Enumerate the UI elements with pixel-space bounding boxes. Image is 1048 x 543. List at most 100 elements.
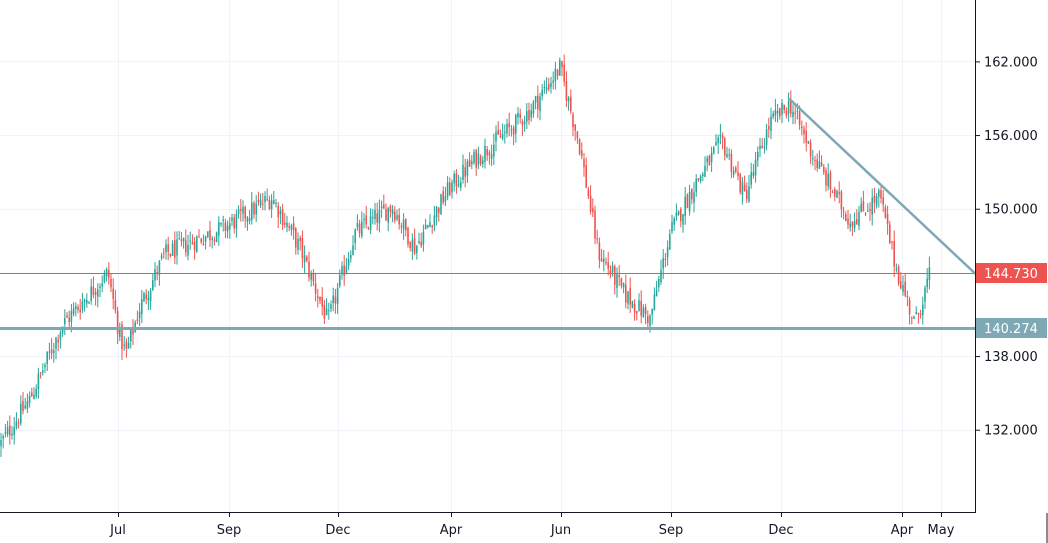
candle-up bbox=[350, 250, 352, 263]
candle-body bbox=[534, 96, 537, 103]
candle-down bbox=[431, 224, 433, 234]
candle-down bbox=[389, 204, 392, 218]
candle-body bbox=[869, 209, 871, 211]
candle-down bbox=[169, 253, 172, 258]
candle-body bbox=[884, 207, 887, 218]
candle-body bbox=[695, 178, 697, 193]
candle-down bbox=[794, 103, 796, 124]
candle-body bbox=[495, 132, 497, 142]
candle-up bbox=[341, 261, 343, 280]
candle-body bbox=[323, 305, 326, 319]
candle-body bbox=[735, 167, 737, 172]
descending-trendline[interactable] bbox=[788, 98, 977, 275]
candle-up bbox=[532, 100, 535, 118]
candle-up bbox=[273, 191, 275, 205]
candle-body bbox=[273, 200, 275, 205]
trendline-group[interactable] bbox=[788, 98, 977, 275]
price-badge-label: 140.274 bbox=[984, 322, 1038, 337]
candle-body bbox=[840, 191, 843, 210]
candle-body bbox=[512, 127, 515, 135]
candle-body bbox=[372, 217, 374, 219]
candle-body bbox=[926, 278, 928, 288]
candle-up bbox=[196, 235, 198, 253]
candle-body bbox=[297, 238, 299, 250]
candle-down bbox=[880, 186, 882, 204]
candle-body bbox=[849, 223, 851, 228]
candle-up bbox=[134, 320, 136, 333]
candle-up bbox=[818, 150, 821, 169]
candle-body bbox=[550, 82, 552, 88]
candle-down bbox=[862, 190, 865, 212]
candle-body bbox=[675, 212, 678, 217]
candle-down bbox=[442, 186, 444, 205]
horizontal-price-lines[interactable] bbox=[0, 273, 975, 330]
candle-up bbox=[83, 298, 86, 312]
candle-body bbox=[409, 241, 411, 248]
candle-down bbox=[407, 226, 409, 248]
candle-down bbox=[94, 288, 97, 306]
candle-up bbox=[836, 189, 838, 198]
candle-down bbox=[840, 189, 843, 218]
candle-down bbox=[438, 206, 440, 222]
candle-down bbox=[314, 272, 317, 302]
candle-up bbox=[684, 187, 686, 225]
candle-body bbox=[81, 301, 84, 310]
candle-body bbox=[479, 156, 482, 165]
candle-body bbox=[211, 238, 213, 240]
candle-down bbox=[57, 334, 59, 352]
candle-body bbox=[237, 209, 240, 215]
candle-body bbox=[567, 97, 570, 102]
candle-body bbox=[435, 206, 438, 218]
candle-down bbox=[906, 290, 909, 307]
candle-up bbox=[242, 200, 244, 222]
candle-body bbox=[856, 219, 858, 225]
candle-body bbox=[191, 242, 194, 245]
candle-body bbox=[504, 132, 506, 134]
candle-down bbox=[405, 218, 407, 237]
candle-up bbox=[860, 197, 862, 213]
candle-up bbox=[218, 216, 220, 246]
candle-down bbox=[680, 207, 682, 228]
candle-body bbox=[559, 59, 561, 76]
candle-body bbox=[530, 110, 532, 117]
candle-down bbox=[825, 167, 827, 192]
candle-body bbox=[537, 95, 539, 109]
candle-down bbox=[193, 237, 196, 260]
candle-down bbox=[537, 85, 539, 119]
candle-body bbox=[185, 240, 187, 253]
candle-down bbox=[200, 237, 202, 245]
candle-body bbox=[444, 196, 447, 202]
candle-body bbox=[94, 292, 97, 295]
candle-body bbox=[768, 126, 770, 130]
candle-down bbox=[605, 257, 607, 266]
candle-up bbox=[13, 417, 15, 445]
candle-down bbox=[66, 312, 68, 318]
candle-up bbox=[603, 250, 605, 272]
candle-up bbox=[259, 193, 262, 209]
candle-body bbox=[6, 427, 9, 435]
candle-body bbox=[825, 170, 827, 186]
candle-body bbox=[578, 139, 581, 154]
candle-up bbox=[757, 146, 759, 167]
candle-down bbox=[565, 71, 568, 108]
candle-body bbox=[594, 210, 596, 239]
candle-body bbox=[897, 266, 900, 284]
candle-body bbox=[475, 150, 477, 168]
candle-up bbox=[719, 123, 722, 145]
candle-body bbox=[215, 232, 218, 242]
candle-up bbox=[97, 283, 99, 308]
candle-down bbox=[574, 124, 576, 141]
candle-body bbox=[875, 196, 878, 206]
candle-up bbox=[706, 155, 708, 172]
candle-body bbox=[9, 425, 11, 436]
candle-body bbox=[136, 319, 139, 321]
candle-body bbox=[706, 158, 708, 163]
candle-down bbox=[409, 241, 411, 252]
candle-down bbox=[321, 287, 323, 316]
candle-body bbox=[224, 222, 227, 231]
candle-body bbox=[598, 242, 601, 261]
candle-body bbox=[655, 290, 658, 297]
candle-body bbox=[779, 108, 781, 117]
candle-up bbox=[119, 322, 121, 342]
